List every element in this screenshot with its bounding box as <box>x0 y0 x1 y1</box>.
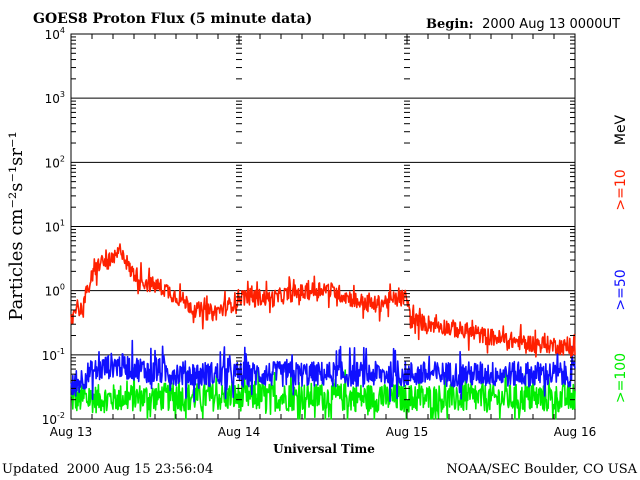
y-tick-label: 101 <box>45 219 65 235</box>
y-tick-label: 104 <box>45 26 65 42</box>
y-tick-label: 10-2 <box>42 411 65 427</box>
x-tick-label: Aug 16 <box>554 425 597 439</box>
y-tick-exponent: -1 <box>57 347 65 356</box>
y-tick-exponent: 4 <box>60 26 65 35</box>
begin-label-text: Begin: <box>426 17 474 32</box>
y-tick-label: 100 <box>45 283 65 299</box>
y-tick-base: 10 <box>45 221 60 235</box>
legend: MeV >=10 >=50 >=100 <box>613 114 629 403</box>
series-line <box>70 367 576 420</box>
series-line <box>70 243 576 358</box>
legend-entry-100: >=100 <box>613 353 629 403</box>
y-tick-exponent: -2 <box>57 411 65 420</box>
updated-label: Updated <box>2 462 59 477</box>
y-tick-base: 10 <box>45 285 60 299</box>
y-tick-label: 10-1 <box>42 347 65 363</box>
y-tick-base: 10 <box>45 156 60 170</box>
begin-value: 2000 Aug 13 0000UT <box>482 17 620 32</box>
legend-entry-10: >=10 <box>613 169 629 210</box>
y-tick-base: 10 <box>45 28 60 42</box>
legend-entry-50: >=50 <box>613 269 629 310</box>
y-tick-base: 10 <box>42 349 57 363</box>
y-tick-label: 103 <box>45 90 65 106</box>
updated-value: 2000 Aug 15 23:56:04 <box>67 462 214 477</box>
y-tick-base: 10 <box>45 92 60 106</box>
updated-stamp: Updated 2000 Aug 15 23:56:04 <box>2 462 213 477</box>
y-tick-exponent: 2 <box>60 154 65 163</box>
x-tick-label: Aug 15 <box>386 425 429 439</box>
plot-grid <box>71 97 575 356</box>
legend-unit: MeV <box>613 114 629 145</box>
y-tick-exponent: 1 <box>60 219 65 228</box>
series-layer <box>70 243 576 420</box>
x-tick-label: Aug 14 <box>218 425 261 439</box>
y-tick-base: 10 <box>42 413 57 427</box>
chart-title: GOES8 Proton Flux (5 minute data) <box>33 11 312 27</box>
x-axis-ticks: Aug 13 Aug 14 Aug 15 Aug 16 <box>50 34 597 439</box>
y-axis-label: Particles cm⁻²s⁻¹sr⁻¹ <box>6 131 27 320</box>
x-axis-label: Universal Time <box>273 442 375 456</box>
y-tick-label: 102 <box>45 154 65 170</box>
series-line <box>70 339 576 403</box>
begin-label: Begin: 2000 Aug 13 0000UT <box>426 17 620 32</box>
y-tick-exponent: 0 <box>60 283 65 292</box>
source-credit: NOAA/SEC Boulder, CO USA <box>446 462 637 477</box>
y-tick-exponent: 3 <box>60 90 65 99</box>
x-tick-label: Aug 13 <box>50 425 93 439</box>
